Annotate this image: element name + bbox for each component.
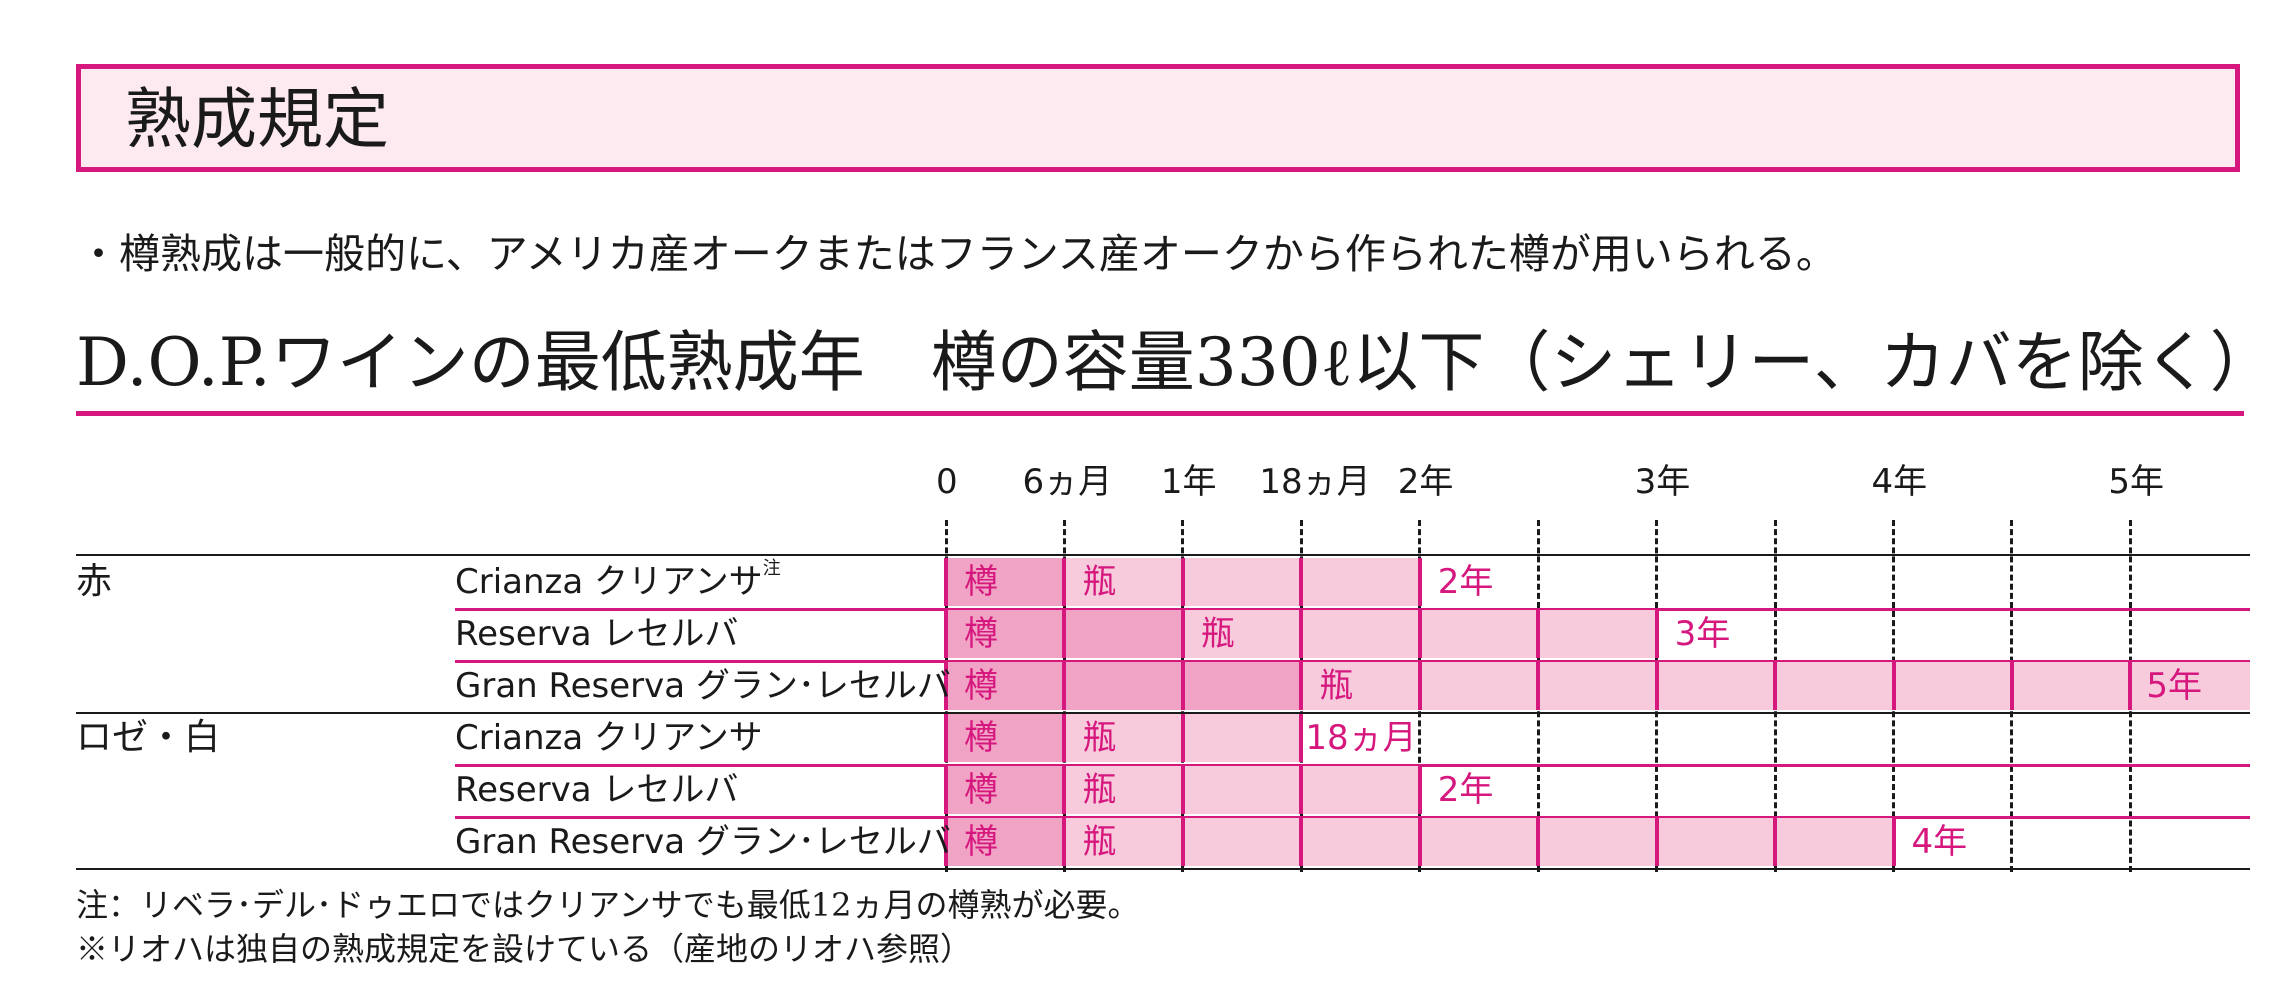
- timeline-label: 0: [936, 462, 958, 502]
- row-divider: [2128, 662, 2133, 710]
- row-divider-line: [455, 660, 2250, 663]
- timeline-label: 5年: [2108, 462, 2165, 502]
- row-divider: [944, 766, 948, 814]
- total-duration-label: 3年: [1674, 614, 1731, 654]
- row-divider: [1536, 610, 1541, 658]
- row-divider-line: [455, 608, 2250, 611]
- row-divider: [1536, 818, 1541, 866]
- row-divider: [1062, 766, 1067, 814]
- row-divider: [1299, 662, 1304, 710]
- row-divider: [1654, 610, 1659, 658]
- row-divider: [944, 714, 948, 762]
- row-divider: [1891, 662, 1896, 710]
- section-title: 熟成規定: [125, 81, 389, 158]
- total-duration-label: 4年: [1911, 822, 1968, 862]
- timeline-label: 3年: [1634, 462, 1691, 502]
- table-title: D.O.P.ワインの最低熟成年 樽の容量330ℓ以下（シェリー、カバを除く）: [76, 324, 2271, 401]
- category-divider: [76, 868, 2250, 870]
- row-divider: [1299, 714, 1304, 762]
- section-header-box: 熟成規定: [76, 64, 2240, 172]
- row-divider: [1891, 818, 1896, 866]
- intro-note: ・樽熟成は一般的に、アメリカ産オークまたはフランス産オークから作られた樽が用いら…: [78, 230, 1837, 278]
- wine-grade-name: Gran Reserva グラン･レセルバ: [455, 822, 951, 862]
- row-divider: [1417, 558, 1422, 606]
- row-divider: [1536, 662, 1541, 710]
- category-label: ロゼ・白: [76, 717, 221, 758]
- row-divider: [1062, 818, 1067, 866]
- row-divider: [1180, 662, 1185, 710]
- row-divider: [1417, 662, 1422, 710]
- row-divider: [1654, 818, 1659, 866]
- timeline-label: 18ヵ月: [1259, 462, 1371, 502]
- row-divider: [1180, 818, 1185, 866]
- row-divider-line: [455, 816, 2250, 819]
- barrel-label: 樽: [964, 614, 998, 654]
- row-divider: [1417, 610, 1422, 658]
- barrel-label: 樽: [964, 562, 998, 602]
- barrel-segment: [946, 818, 1065, 866]
- barrel-label: 樽: [964, 666, 998, 706]
- barrel-segment: [946, 558, 1065, 606]
- row-divider: [1654, 662, 1659, 710]
- total-duration-label: 2年: [1437, 562, 1494, 602]
- row-divider: [1299, 818, 1304, 866]
- total-duration-label: 18ヵ月: [1305, 718, 1417, 758]
- wine-grade-name: Crianza クリアンサ: [455, 718, 763, 758]
- bottle-label: 瓶: [1082, 718, 1117, 758]
- wine-grade-name: Crianza クリアンサ注: [455, 558, 781, 602]
- row-divider: [1180, 610, 1185, 658]
- row-divider: [1062, 662, 1067, 710]
- note-mark: 注: [762, 558, 781, 579]
- row-divider-line: [455, 764, 2250, 767]
- row-divider: [1417, 818, 1422, 866]
- bottle-label: 瓶: [1082, 770, 1117, 810]
- row-divider: [1299, 766, 1304, 814]
- barrel-segment: [946, 662, 1302, 710]
- row-divider: [944, 662, 948, 710]
- title-underline: [76, 411, 2244, 416]
- footnote-1: 注：リベラ･デル･ドゥエロではクリアンサでも最低12ヵ月の樽熟が必要。: [76, 886, 1140, 924]
- row-divider: [944, 558, 948, 606]
- timeline-label: 2年: [1397, 462, 1454, 502]
- category-label: 赤: [76, 561, 113, 602]
- row-divider: [1062, 558, 1067, 606]
- row-divider: [944, 610, 948, 658]
- barrel-segment: [946, 714, 1065, 762]
- wine-grade-name: Reserva レセルバ: [455, 770, 739, 810]
- category-divider: [76, 712, 2250, 714]
- row-divider: [1299, 558, 1304, 606]
- row-divider: [944, 818, 948, 866]
- bottle-label: 瓶: [1082, 822, 1117, 862]
- row-divider: [1180, 766, 1185, 814]
- timeline-label: 6ヵ月: [1022, 462, 1113, 502]
- total-duration-label: 5年: [2146, 666, 2203, 706]
- timeline-label: 1年: [1160, 462, 1217, 502]
- bottle-segment: [1064, 766, 1420, 814]
- barrel-segment: [946, 766, 1065, 814]
- bottle-label: 瓶: [1200, 614, 1235, 654]
- timeline-label: 4年: [1871, 462, 1928, 502]
- row-divider: [1180, 714, 1185, 762]
- footnote-2: ※リオハは独自の熟成規定を設けている（産地のリオハ参照）: [76, 930, 973, 968]
- bottle-segment: [1064, 818, 1894, 866]
- row-divider: [1062, 610, 1067, 658]
- wine-grade-name: Gran Reserva グラン･レセルバ: [455, 666, 951, 706]
- bottle-label: 瓶: [1319, 666, 1354, 706]
- table-top-line: [76, 554, 2250, 556]
- row-divider: [2009, 662, 2014, 710]
- row-divider: [1180, 558, 1185, 606]
- row-divider: [1062, 714, 1067, 762]
- total-duration-label: 2年: [1437, 770, 1494, 810]
- row-divider: [1417, 766, 1422, 814]
- row-divider: [1773, 818, 1778, 866]
- row-divider: [1299, 610, 1304, 658]
- barrel-label: 樽: [964, 822, 998, 862]
- barrel-label: 樽: [964, 770, 998, 810]
- wine-grade-name: Reserva レセルバ: [455, 614, 739, 654]
- bottle-label: 瓶: [1082, 562, 1117, 602]
- row-divider: [1773, 662, 1778, 710]
- barrel-label: 樽: [964, 718, 998, 758]
- bottle-segment: [1064, 558, 1420, 606]
